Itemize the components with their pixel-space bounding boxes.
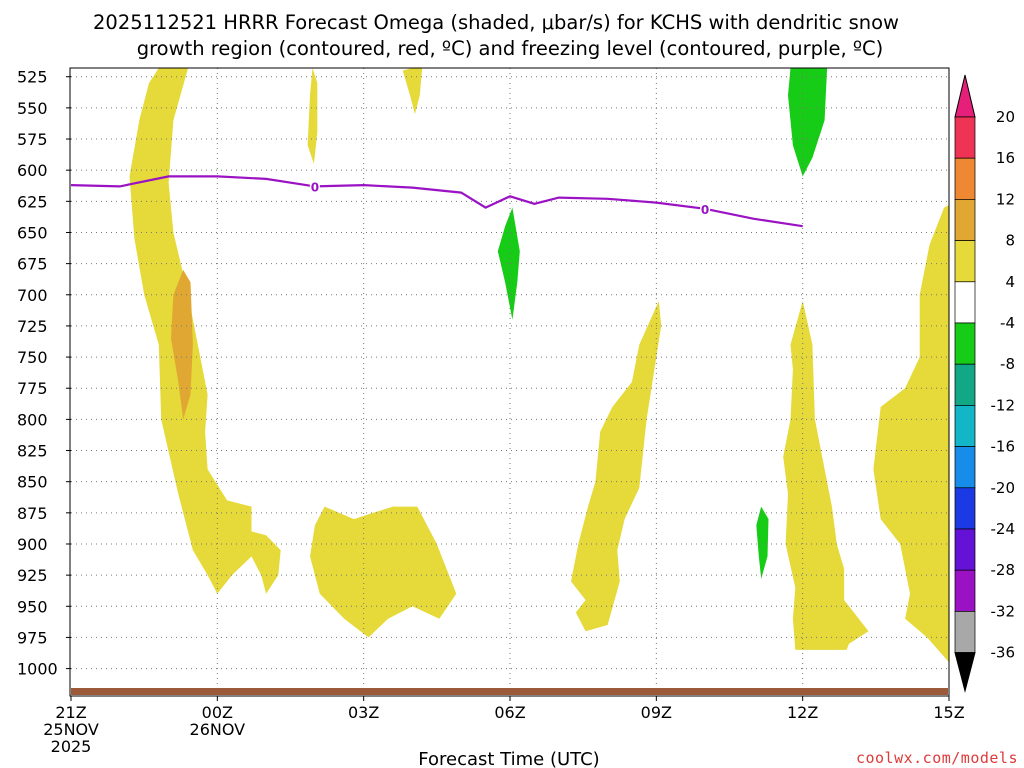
- y-tick-label: 1000: [17, 660, 58, 679]
- colorbar-swatch: [954, 199, 976, 241]
- freezing-level-contour: [70, 175, 803, 228]
- y-tick-label: 825: [17, 442, 48, 461]
- colorbar-swatch: [954, 157, 976, 200]
- colorbar-swatch: [954, 487, 976, 530]
- colorbar-swatch: [954, 322, 976, 365]
- y-tick-label: 575: [17, 130, 48, 149]
- shaded-region-omega-4-8-f: [783, 301, 869, 650]
- colorbar-label: -8: [1000, 355, 1015, 373]
- chart-title-line-1: 2025112521 HRRR Forecast Omega (shaded, …: [93, 11, 899, 34]
- freezing-level-line: 00: [70, 175, 803, 228]
- shaded-region-omega-neg4-8-a: [788, 68, 828, 177]
- y-tick-label: 900: [17, 535, 48, 554]
- x-tick-label: 00Z: [202, 703, 233, 722]
- colorbar-swatch: [954, 281, 976, 324]
- shaded-region-omega-neg4-8-b: [497, 207, 520, 320]
- y-tick-label: 775: [17, 379, 48, 398]
- y-tick-label: 650: [17, 223, 48, 242]
- x-tick-label: 21Z: [55, 703, 86, 722]
- colorbar-label: 8: [1005, 232, 1015, 250]
- colorbar-swatch: [954, 240, 976, 283]
- y-tick-label: 675: [17, 255, 48, 274]
- colorbar-swatch: [954, 528, 976, 571]
- x-tick-label: 03Z: [348, 703, 379, 722]
- shaded-region-omega-4-8-d: [310, 506, 457, 638]
- colorbar-label: -32: [991, 602, 1016, 620]
- freezing-label-bg: [700, 200, 711, 217]
- colorbar: 20 16 12 8 4 -4 -8 -12 -16 -20 -24 -28 -32 -36: [954, 74, 1016, 693]
- freezing-label-bg: [309, 178, 320, 195]
- y-tick-label: 600: [17, 161, 48, 180]
- omega-shaded-regions: [129, 68, 949, 663]
- colorbar-bottom-arrow: [954, 652, 976, 693]
- y-tick-label: 950: [17, 597, 48, 616]
- y-tick-label: 550: [17, 99, 48, 118]
- colorbar-label: 12: [996, 190, 1015, 208]
- y-tick-label: 625: [17, 192, 48, 211]
- y-tick-label: 850: [17, 473, 48, 492]
- y-tick-label: 875: [17, 504, 48, 523]
- shaded-region-omega-8-12-a: [171, 269, 193, 420]
- x-tick-label: 15Z: [933, 703, 964, 722]
- colorbar-swatch: [954, 611, 976, 653]
- x-tick-label: 25NOV: [43, 720, 99, 739]
- colorbar-label: -16: [991, 438, 1016, 456]
- shaded-region-omega-4-8-c: [402, 68, 423, 115]
- colorbar-swatch: [954, 569, 976, 612]
- colorbar-swatch: [954, 405, 976, 447]
- surface-terrain-strip: [71, 688, 948, 695]
- y-tick-label: 700: [17, 286, 48, 305]
- x-tick-label: 26NOV: [190, 720, 246, 739]
- colorbar-label: -36: [991, 644, 1016, 662]
- credit-text: coolwx.com/models: [856, 749, 1018, 767]
- colorbar-label: -4: [1000, 314, 1015, 332]
- chart-title-line-2: growth region (contoured, red, ºC) and f…: [137, 37, 884, 60]
- colorbar-label: 4: [1005, 273, 1015, 291]
- x-tick-label: 06Z: [494, 703, 525, 722]
- x-tick-label: 09Z: [641, 703, 672, 722]
- colorbar-label: 20: [996, 108, 1015, 126]
- shaded-region-omega-4-8-a: [129, 68, 281, 594]
- colorbar-label: -12: [991, 396, 1016, 414]
- shaded-region-omega-4-8-g: [873, 205, 949, 663]
- x-tick-label: 2025: [51, 737, 92, 756]
- freezing-level-label: 0: [701, 203, 709, 217]
- shaded-region-omega-neg4-8-c: [756, 506, 769, 579]
- shaded-region-omega-4-8-b: [307, 68, 318, 164]
- y-tick-label: 525: [17, 68, 48, 87]
- colorbar-swatch: [954, 446, 976, 489]
- y-tick-label: 925: [17, 566, 48, 585]
- colorbar-label: 16: [996, 149, 1015, 167]
- x-tick-label: 12Z: [787, 703, 818, 722]
- colorbar-label: -24: [991, 520, 1016, 538]
- x-axis-label: Forecast Time (UTC): [418, 749, 599, 768]
- colorbar-label: -20: [991, 479, 1016, 497]
- y-tick-label: 725: [17, 317, 48, 336]
- freezing-level-label: 0: [311, 180, 319, 194]
- colorbar-label: -28: [991, 561, 1016, 579]
- colorbar-swatch: [954, 363, 976, 406]
- colorbar-swatch: [954, 116, 976, 159]
- colorbar-top-arrow: [954, 74, 976, 118]
- shaded-region-omega-4-8-e: [571, 301, 662, 632]
- y-tick-label: 750: [17, 348, 48, 367]
- y-tick-label: 800: [17, 410, 48, 429]
- pressure-axis: 525 550 575 600 625 650 675 700 725 750 775 800 825 8…: [17, 68, 71, 679]
- y-tick-label: 975: [17, 628, 48, 647]
